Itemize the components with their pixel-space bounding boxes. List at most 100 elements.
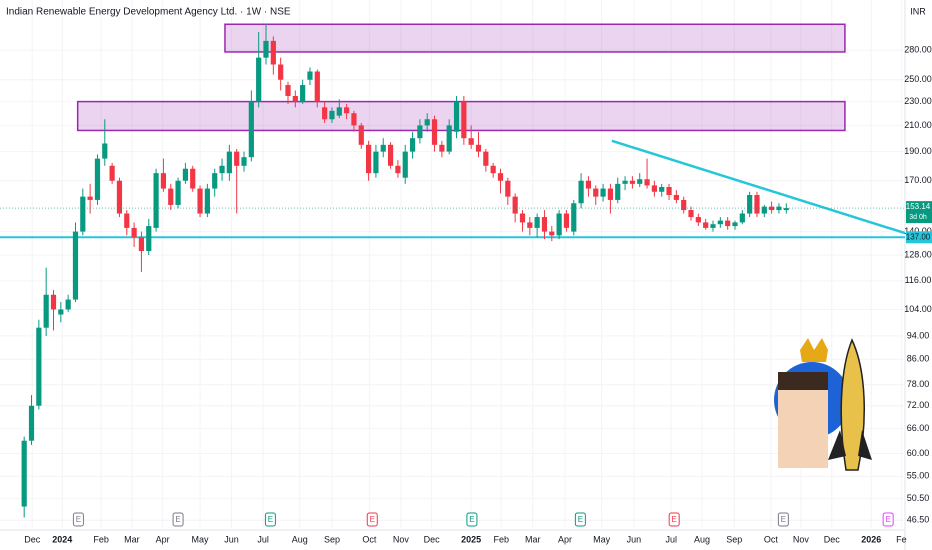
x-tick-label: 2026 <box>861 534 881 544</box>
candle-body <box>131 227 137 238</box>
candle-body <box>439 144 445 152</box>
y-tick-label: 230.00 <box>904 96 932 106</box>
candle-body <box>644 179 650 186</box>
candle-body <box>659 186 665 192</box>
candle-body <box>351 113 357 126</box>
candle-body <box>322 107 328 120</box>
candle-body <box>600 188 606 197</box>
y-tick-label: 78.00 <box>907 379 930 389</box>
candle-body <box>314 71 320 102</box>
x-tick-label: Sep <box>726 534 742 544</box>
candle-body <box>307 71 313 80</box>
candle-body <box>197 188 203 214</box>
zone <box>224 23 846 53</box>
candle-body <box>732 222 738 227</box>
candle-body <box>717 220 723 225</box>
candle-body <box>65 299 71 310</box>
candle-body <box>168 188 174 205</box>
event-marker <box>574 512 586 527</box>
event-marker <box>668 512 680 527</box>
y-tick-label: 60.00 <box>907 448 930 458</box>
candle-body <box>497 173 504 181</box>
candle-body <box>263 40 269 58</box>
y-tick-label: 190.00 <box>904 146 932 156</box>
candle-body <box>402 151 408 178</box>
candle-body <box>43 294 49 328</box>
candle-body <box>783 208 789 211</box>
candle-body <box>651 185 657 192</box>
y-tick-label: 250.00 <box>904 74 932 84</box>
candle-body <box>190 168 196 189</box>
candle-body <box>80 196 86 232</box>
x-tick-label: Oct <box>362 534 377 544</box>
candle-body <box>278 64 284 80</box>
candle-body <box>622 180 628 184</box>
y-tick-label: 72.00 <box>907 400 930 410</box>
event-label: E <box>268 515 273 524</box>
support-tag <box>906 231 932 244</box>
event-label: E <box>671 515 676 524</box>
x-tick-label: Mar <box>525 534 541 544</box>
event-label: E <box>885 515 890 524</box>
candle-body <box>585 180 592 189</box>
candle-body <box>336 107 342 116</box>
candle-body <box>505 180 511 197</box>
support-label: 137.00 <box>906 232 931 241</box>
candle-body <box>747 194 753 214</box>
x-tick-label: Feb <box>493 534 509 544</box>
candle-body <box>461 101 467 139</box>
event-marker <box>777 512 789 527</box>
event-label: E <box>469 515 474 524</box>
y-tick-label: 50.50 <box>907 493 930 503</box>
event-marker <box>172 512 184 527</box>
candle-body <box>556 213 562 236</box>
candle-body <box>102 143 108 159</box>
candle-body <box>527 222 533 228</box>
candle-body <box>607 188 614 200</box>
candle-body <box>431 119 438 145</box>
candle-body <box>58 309 64 315</box>
candle-body <box>453 101 460 132</box>
x-tick-label: Nov <box>393 534 410 544</box>
candle-body <box>146 226 152 252</box>
event-label: E <box>578 515 583 524</box>
candle-body <box>512 196 518 214</box>
x-tick-label: 2024 <box>52 534 72 544</box>
candle-body <box>373 151 379 174</box>
candle-body <box>710 224 716 228</box>
event-marker <box>264 512 276 527</box>
event-marker <box>882 512 894 527</box>
candle-body <box>475 144 482 152</box>
candle-body <box>424 119 430 126</box>
candle-body <box>109 165 115 181</box>
event-marker <box>366 512 378 527</box>
x-tick-label: Oct <box>764 534 779 544</box>
x-tick-label: Dec <box>24 534 41 544</box>
candle-body <box>292 95 298 102</box>
candle-body <box>681 199 687 211</box>
y-tick-label: 86.00 <box>907 354 930 364</box>
candle-body <box>219 165 225 174</box>
y-tick-label: 140.00 <box>904 226 932 236</box>
event-label: E <box>781 515 786 524</box>
candle-body <box>468 138 474 145</box>
event-marker <box>72 512 84 527</box>
candle-body <box>234 151 240 166</box>
candle-body <box>725 220 731 227</box>
candle-body <box>446 125 452 152</box>
y-tick-label: 104.00 <box>904 304 932 314</box>
x-tick-label: Jul <box>665 534 677 544</box>
trend-line <box>611 139 905 235</box>
x-tick-label: May <box>593 534 611 544</box>
candle-body <box>776 206 782 211</box>
candle-body <box>21 440 27 507</box>
countdown: 3d 0h <box>909 214 927 221</box>
event-label: E <box>175 515 180 524</box>
x-tick-label: May <box>192 534 210 544</box>
candle-body <box>395 165 401 174</box>
x-tick-label: Apr <box>558 534 572 544</box>
x-tick-label: Jun <box>627 534 642 544</box>
candle-body <box>490 165 496 174</box>
candle-body <box>212 173 218 189</box>
